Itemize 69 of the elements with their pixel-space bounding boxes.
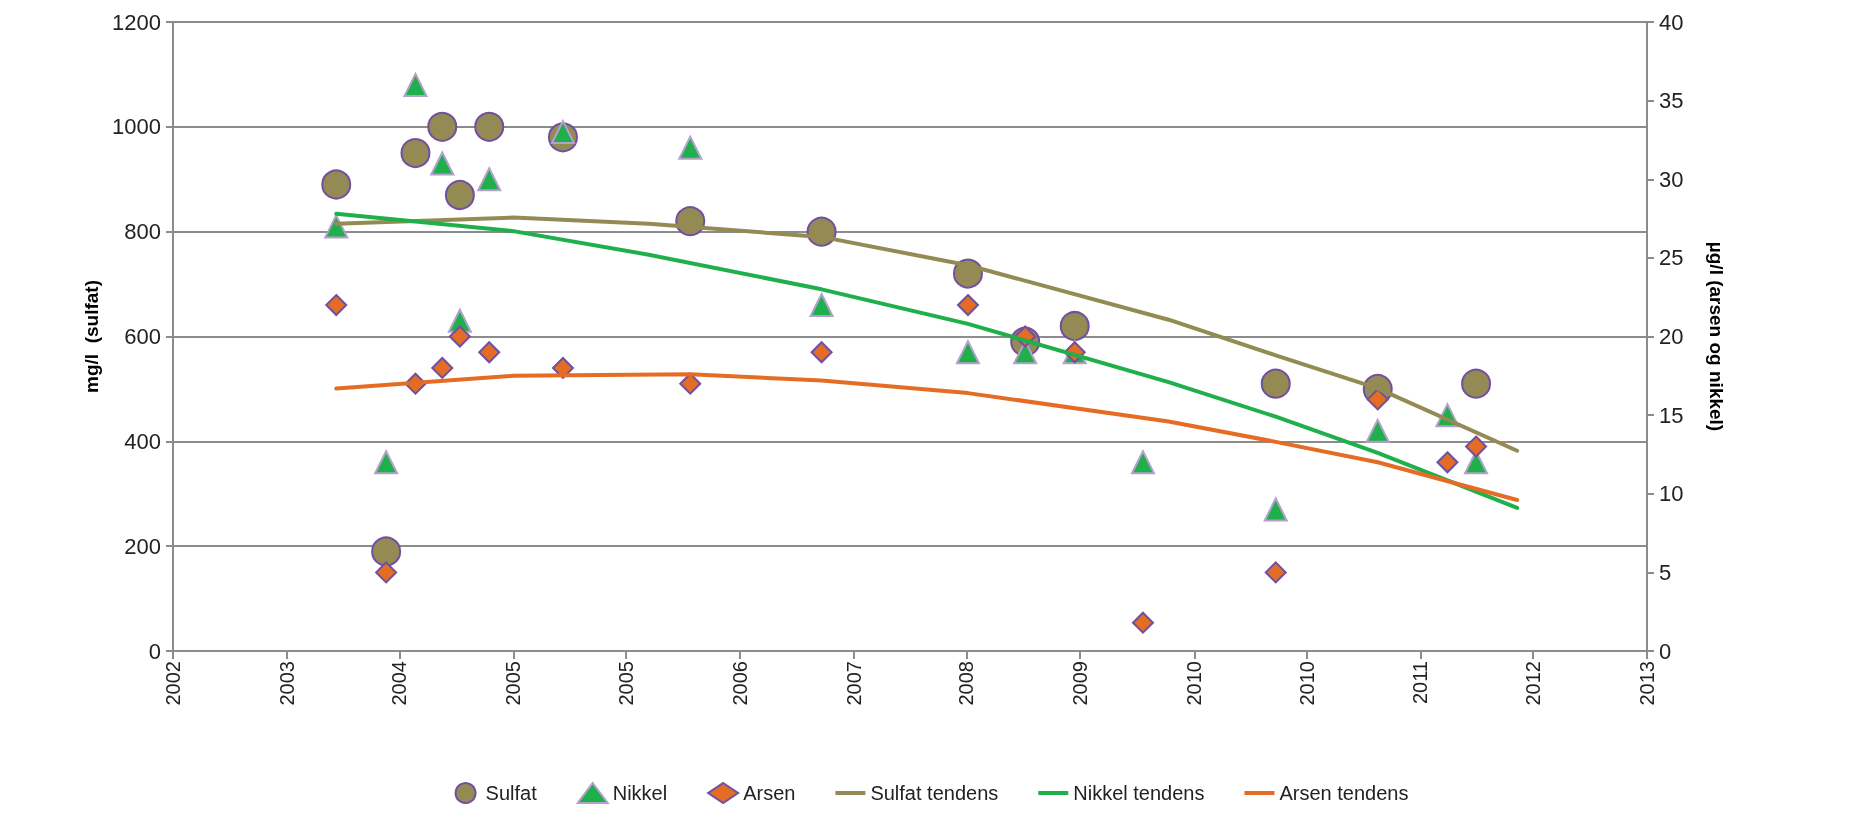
y2-tick-label: 5 (1659, 559, 1672, 585)
x-tick-label: 2008 (955, 661, 978, 706)
point (474, 111, 505, 142)
legend-label: Sulfat (485, 782, 538, 804)
y2-tick-label: 15 (1659, 402, 1684, 428)
point (1130, 450, 1155, 475)
point (1059, 311, 1090, 342)
point (1263, 497, 1288, 522)
point (1264, 561, 1287, 584)
y2-tick-label: 10 (1659, 481, 1684, 507)
point (955, 340, 980, 365)
y-tick-label: 400 (124, 428, 161, 454)
x-tick-label: 2012 (1521, 661, 1544, 706)
x-tick-label: 2005 (614, 661, 637, 706)
y-tick-label: 800 (124, 219, 161, 245)
point (430, 151, 455, 176)
point (678, 135, 703, 160)
point (1131, 611, 1154, 634)
y2-tick-label: 0 (1659, 638, 1672, 664)
legend-label: Arsen (743, 782, 796, 804)
point (321, 169, 352, 200)
x-tick-label: 2002 (162, 661, 184, 706)
x-tick-label: 2010 (1183, 661, 1206, 706)
point (810, 341, 833, 364)
y-tick-label: 0 (148, 638, 161, 664)
point (371, 536, 402, 567)
point (375, 561, 398, 584)
point (444, 179, 475, 210)
point (1260, 368, 1291, 399)
y2-tick-label: 20 (1659, 324, 1684, 349)
x-tick-label: 2005 (502, 661, 525, 706)
y2-tick-label: 30 (1659, 166, 1684, 192)
point (431, 356, 454, 379)
point (400, 138, 431, 169)
y2-tick-label: 25 (1659, 245, 1684, 271)
y2-tick-label: 40 (1659, 9, 1684, 35)
point (1366, 388, 1389, 411)
point (478, 341, 501, 364)
point (956, 294, 979, 317)
point (374, 450, 399, 475)
point (325, 294, 348, 317)
point (403, 72, 428, 97)
legend-label: Sulfat tendens (870, 782, 999, 804)
point (1465, 435, 1488, 458)
x-tick-label: 2013 (1636, 661, 1658, 706)
point (1436, 451, 1459, 474)
x-tick-label: 2011 (1409, 661, 1432, 705)
y-tick-label: 200 (124, 533, 161, 559)
legend-label: Arsen tendens (1279, 782, 1409, 804)
legend-label: Nikkel (612, 782, 668, 804)
x-tick-label: 2009 (1069, 661, 1092, 706)
point (448, 325, 471, 348)
x-tick-label: 2003 (275, 661, 298, 706)
x-tick-label: 2004 (388, 661, 411, 706)
x-tick-label: 2007 (842, 661, 865, 706)
point (1461, 368, 1492, 399)
point (809, 293, 834, 318)
point (427, 111, 458, 142)
x-tick-label: 2010 (1295, 661, 1318, 706)
y2-tick-label: 35 (1659, 88, 1684, 114)
x-tick-label: 2006 (728, 661, 751, 706)
y2-axis-title: µg/l (arsen og nikkel) (1706, 241, 1727, 432)
legend-label: Nikkel tendens (1073, 782, 1205, 804)
point (477, 167, 502, 192)
y-axis-title: mg/l (sulfat) (81, 280, 103, 393)
y-tick-label: 600 (124, 324, 161, 349)
y-tick-label: 1000 (112, 114, 161, 140)
y-tick-label: 1200 (112, 9, 161, 35)
point (1365, 418, 1390, 443)
